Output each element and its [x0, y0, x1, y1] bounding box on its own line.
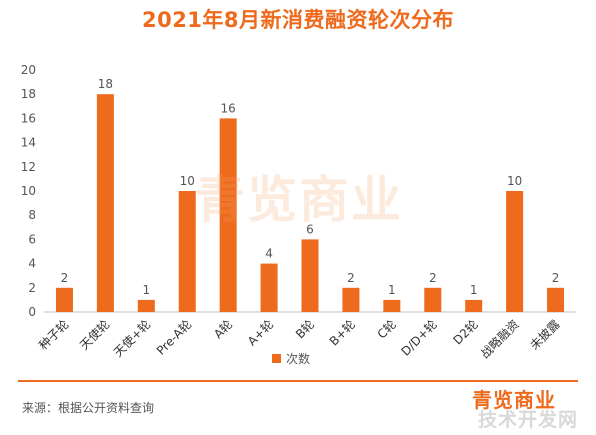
- x-tick-label: 战略融资: [477, 317, 522, 362]
- legend-label: 次数: [286, 351, 310, 366]
- bar: [301, 239, 319, 312]
- x-tick-label: A轮: [211, 317, 235, 341]
- x-tick-label: 种子轮: [36, 317, 71, 352]
- data-label: 2: [429, 271, 437, 285]
- y-tick-label: 18: [21, 87, 36, 101]
- x-tick-label: 天使轮: [76, 317, 112, 353]
- bar: [260, 263, 278, 312]
- bar: [219, 118, 237, 313]
- y-tick-label: 16: [21, 111, 36, 125]
- data-label: 2: [552, 271, 560, 285]
- y-tick-label: 2: [28, 281, 36, 295]
- data-label: 1: [142, 283, 150, 297]
- brand-logo: 青览商业: [472, 388, 556, 412]
- bar: [383, 299, 401, 312]
- bar: [506, 191, 524, 312]
- data-label: 4: [265, 247, 273, 261]
- x-tick-label: D/D+轮: [398, 317, 439, 358]
- bar: [342, 287, 360, 312]
- data-label: 1: [470, 283, 478, 297]
- bar: [96, 94, 114, 312]
- bar: [55, 287, 73, 312]
- y-tick-label: 12: [21, 160, 36, 174]
- data-label: 6: [306, 222, 314, 236]
- bar: [178, 191, 196, 312]
- x-tick-label: C轮: [375, 317, 399, 341]
- x-tick-label: 天使+轮: [110, 317, 153, 360]
- bar: [465, 299, 483, 312]
- y-tick-label: 8: [28, 208, 36, 222]
- corner-watermark: 技术开发网: [478, 409, 579, 431]
- y-tick-label: 10: [21, 184, 36, 198]
- y-tick-label: 6: [28, 232, 36, 246]
- y-tick-label: 0: [28, 305, 36, 319]
- y-tick-label: 14: [21, 136, 36, 150]
- data-label: 18: [98, 77, 113, 91]
- data-label: 1: [388, 283, 396, 297]
- y-tick-label: 20: [21, 63, 36, 77]
- x-tick-label: B轮: [293, 317, 317, 341]
- x-tick-label: Pre-A轮: [154, 317, 195, 358]
- data-label: 10: [507, 174, 522, 188]
- chart-title: 2021年8月新消费融资轮次分布: [141, 8, 455, 32]
- source-note: 来源：根据公开资料查询: [22, 401, 155, 415]
- bar: [424, 287, 442, 312]
- data-label: 2: [61, 271, 69, 285]
- legend-swatch: [272, 354, 281, 363]
- data-label: 2: [347, 271, 355, 285]
- data-label: 10: [180, 174, 195, 188]
- bar-chart: 024681012141618202种子轮18天使轮1天使+轮10Pre-A轮1…: [21, 63, 576, 366]
- footer-divider: [18, 380, 578, 382]
- bar: [547, 287, 565, 312]
- x-tick-label: D2轮: [450, 317, 480, 347]
- x-tick-label: 未披露: [527, 317, 562, 352]
- y-tick-label: 4: [28, 257, 36, 271]
- data-label: 16: [221, 101, 236, 115]
- bar: [137, 299, 155, 312]
- x-tick-label: B+轮: [327, 317, 358, 348]
- x-tick-label: A+轮: [245, 317, 276, 348]
